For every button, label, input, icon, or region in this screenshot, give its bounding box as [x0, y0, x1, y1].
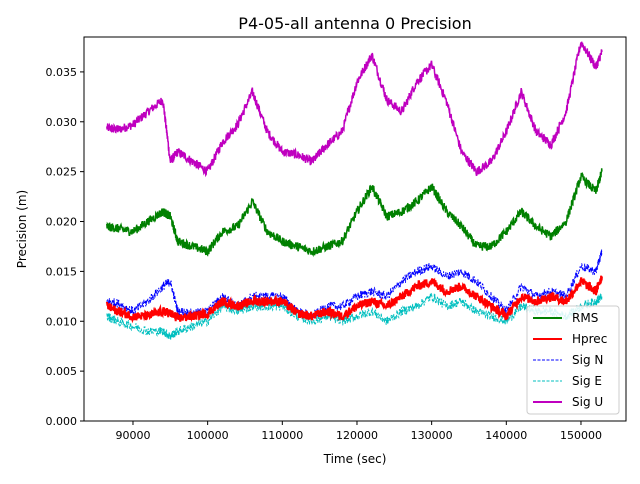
legend-label: RMS	[572, 311, 598, 325]
x-tick-label: 90000	[115, 429, 150, 442]
legend-label: Sig N	[572, 353, 603, 367]
y-tick-label: 0.035	[46, 66, 78, 79]
x-tick-label: 140000	[485, 429, 527, 442]
series-line-sig-u	[106, 41, 603, 178]
series-line-sig-n	[106, 249, 603, 320]
y-axis: 0.000 0.005 0.010 0.015 0.020 0.025 0.030 0.035	[46, 66, 84, 428]
x-tick-label: 120000	[336, 429, 378, 442]
y-tick-label: 0.020	[46, 216, 78, 229]
x-axis: 90000 100000 110000 120000 130000 140000 15000…	[115, 421, 602, 442]
series-line-rms	[106, 168, 603, 258]
y-tick-label: 0.015	[46, 265, 78, 278]
chart-title: P4-05-all antenna 0 Precision	[238, 14, 471, 33]
y-tick-label: 0.030	[46, 116, 78, 129]
x-tick-label: 130000	[411, 429, 453, 442]
y-tick-label: 0.005	[46, 365, 78, 378]
y-tick-label: 0.000	[46, 415, 78, 428]
series-layer	[105, 41, 603, 340]
x-tick-label: 110000	[261, 429, 303, 442]
legend-label: Sig E	[572, 374, 602, 388]
x-axis-label: Time (sec)	[323, 452, 387, 466]
legend-label: Sig U	[572, 395, 603, 409]
legend-label: Hprec	[572, 332, 607, 346]
y-axis-label: Precision (m)	[15, 190, 29, 268]
x-tick-label: 100000	[187, 429, 229, 442]
series-line-hprec	[105, 275, 603, 324]
legend: RMS Hprec Sig N Sig E Sig U	[526, 305, 620, 415]
legend-box	[526, 305, 620, 415]
y-tick-label: 0.025	[46, 166, 78, 179]
plot-frame	[83, 36, 627, 422]
y-tick-label: 0.010	[46, 315, 78, 328]
x-tick-label: 150000	[560, 429, 602, 442]
